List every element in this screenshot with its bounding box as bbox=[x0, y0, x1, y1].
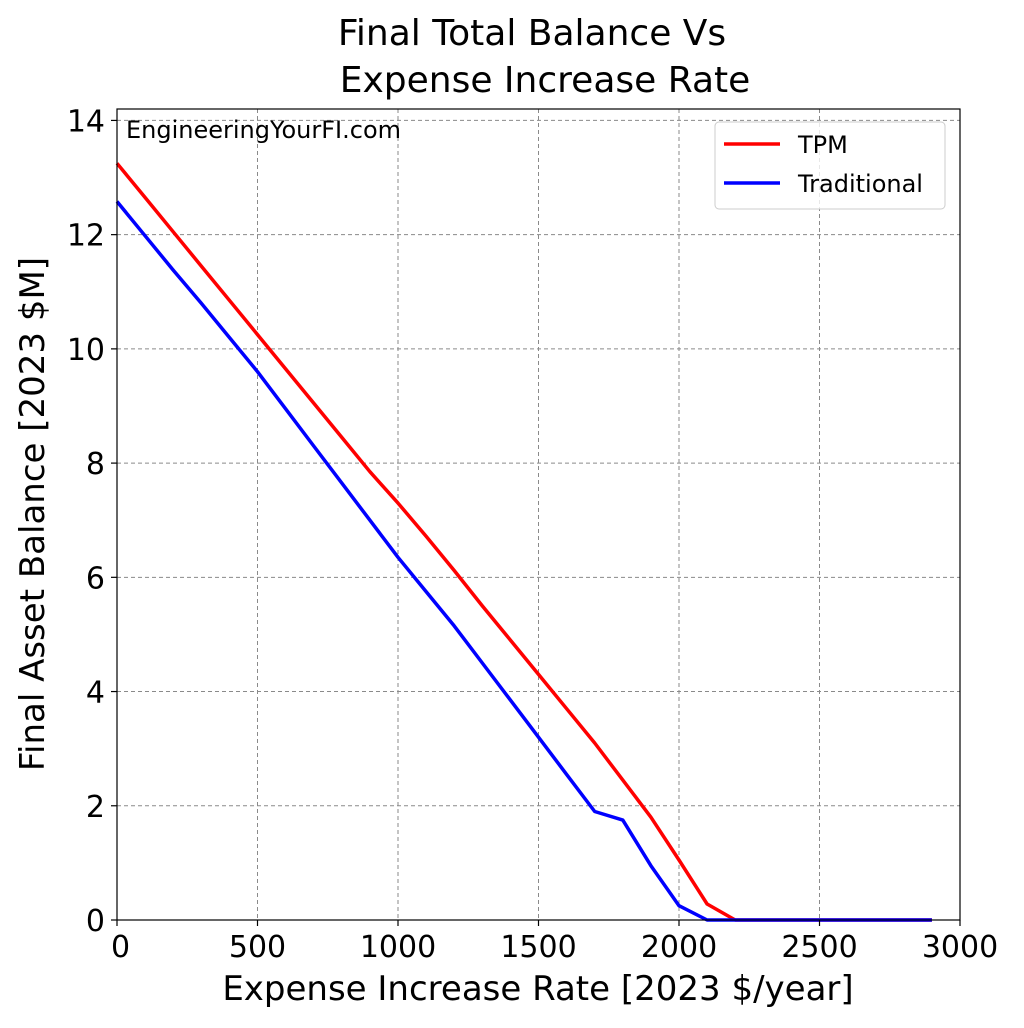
x-tick-label: 1500 bbox=[500, 930, 576, 965]
y-tick-label: 12 bbox=[67, 219, 105, 254]
series-lines bbox=[115, 162, 932, 922]
y-tick-label: 14 bbox=[67, 104, 105, 139]
x-tick-label: 2000 bbox=[641, 930, 717, 965]
chart-legend: TPM Traditional bbox=[714, 121, 946, 210]
x-tick-label: 2500 bbox=[781, 930, 857, 965]
chart-title-line-2: Expense Increase Rate bbox=[340, 60, 751, 101]
x-tick-label: 1000 bbox=[360, 930, 436, 965]
x-tick-label: 3000 bbox=[922, 930, 998, 965]
x-axis-ticks: 0 500 1000 1500 2000 2500 3000 bbox=[111, 920, 998, 965]
series-line-tpm bbox=[115, 162, 932, 922]
x-axis-label: Expense Increase Rate [2023 $/year] bbox=[222, 969, 853, 1009]
y-tick-label: 4 bbox=[86, 676, 105, 711]
y-axis-ticks: 0 2 4 6 8 10 12 14 bbox=[67, 104, 117, 939]
y-tick-label: 2 bbox=[86, 790, 105, 825]
x-tick-label: 0 bbox=[111, 930, 130, 965]
y-tick-label: 0 bbox=[86, 904, 105, 939]
legend-label-tpm: TPM bbox=[797, 131, 848, 159]
legend-label-traditional: Traditional bbox=[797, 170, 923, 198]
series-line-traditional bbox=[115, 200, 932, 922]
watermark-annotation: EngineeringYourFI.com bbox=[126, 116, 401, 144]
y-axis-label: Final Asset Balance [2023 $M] bbox=[13, 257, 53, 771]
y-tick-label: 10 bbox=[67, 333, 105, 368]
y-tick-label: 6 bbox=[86, 561, 105, 596]
x-tick-label: 500 bbox=[229, 930, 286, 965]
grid-lines bbox=[116, 109, 961, 921]
y-tick-label: 8 bbox=[86, 447, 105, 482]
chart-title-line-1: Final Total Balance Vs bbox=[338, 13, 726, 54]
